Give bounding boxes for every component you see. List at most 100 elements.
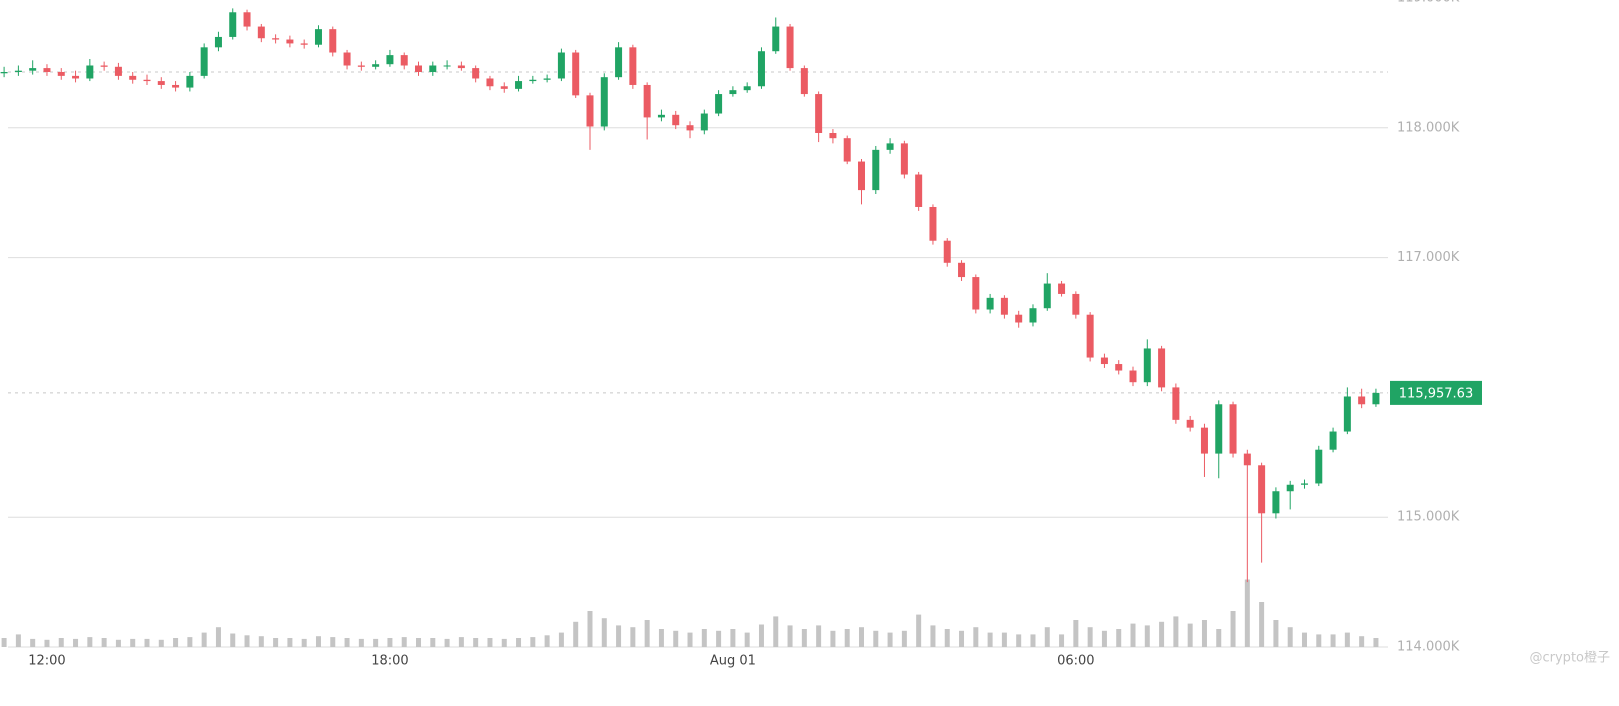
candle-body: [829, 132, 837, 139]
candle-body: [1100, 357, 1108, 365]
volume-bar: [1187, 623, 1193, 647]
watermark: @crypto橙子: [1530, 651, 1611, 666]
candle-body: [1172, 387, 1180, 420]
candle-body: [157, 81, 165, 85]
candle-body: [214, 36, 222, 48]
candle-body: [1358, 396, 1366, 405]
current-price-label: 115,957.63: [1399, 386, 1473, 401]
volume-bar: [215, 627, 221, 647]
candle-body: [443, 65, 451, 67]
volume-bar: [44, 639, 50, 647]
candle-body: [1129, 370, 1137, 383]
candle-body: [486, 78, 494, 87]
candle-body: [1272, 491, 1280, 514]
candle-body: [129, 75, 137, 80]
volume-bar: [101, 638, 107, 647]
volume-bar: [30, 638, 36, 647]
volume-bar: [58, 638, 64, 647]
candle-body: [29, 68, 37, 71]
volume-bar: [1016, 634, 1022, 647]
volume-bar: [1359, 636, 1365, 647]
volume-bar: [716, 630, 722, 647]
candle-body: [472, 68, 480, 79]
candle-body: [114, 66, 122, 76]
candle-body: [1043, 283, 1051, 309]
candle-body: [1115, 364, 1123, 371]
volume-bar: [844, 629, 850, 647]
volume-bar: [458, 637, 464, 647]
candle-body: [1215, 404, 1223, 454]
candle-body: [457, 65, 465, 69]
candle-body: [1286, 484, 1294, 492]
candle-body: [186, 75, 194, 88]
candle-body: [343, 52, 351, 66]
volume-bar: [15, 634, 21, 647]
candle-body: [586, 95, 594, 127]
volume-bar: [1044, 627, 1050, 647]
candle-body: [972, 277, 980, 310]
candle-body: [1343, 396, 1351, 432]
candle-body: [872, 149, 880, 191]
volume-bar: [930, 625, 936, 647]
candle-body: [1258, 465, 1266, 514]
volume-bar: [501, 638, 507, 647]
volume-bar: [887, 632, 893, 647]
volume-bar: [473, 638, 479, 647]
candle-body: [1329, 431, 1337, 450]
volume-bar: [158, 639, 164, 647]
candle-body: [772, 26, 780, 52]
volume-bar: [630, 627, 636, 647]
volume-bar: [544, 635, 550, 647]
volume-bar: [1316, 634, 1322, 647]
candle-body: [100, 65, 108, 67]
candle-body: [629, 47, 637, 85]
volume-bar: [73, 638, 79, 647]
volume-bar: [1301, 632, 1307, 647]
candle-body: [1315, 449, 1323, 484]
volume-bar: [273, 638, 279, 647]
volume-bar: [1201, 620, 1207, 647]
volume-bar: [744, 632, 750, 647]
volume-bar: [1144, 625, 1150, 647]
volume-bar: [287, 638, 293, 647]
candle-body: [786, 26, 794, 69]
candle-body: [743, 86, 751, 91]
candle-body: [415, 65, 423, 72]
volume-bar: [130, 638, 136, 647]
volume-bar: [358, 638, 364, 647]
volume-bar: [616, 625, 622, 647]
candle-body: [643, 84, 651, 118]
volume-bar: [973, 627, 979, 647]
volume-bar: [787, 625, 793, 647]
candle-body: [615, 47, 623, 78]
candle-body: [272, 38, 280, 40]
volume-bar: [301, 638, 307, 647]
volume-bar: [730, 629, 736, 647]
candle-body: [1143, 348, 1151, 383]
volume-bar: [258, 636, 264, 647]
volume-bar: [701, 629, 707, 647]
volume-bar: [1273, 620, 1279, 647]
candle-body: [543, 78, 551, 80]
volume-bar: [173, 638, 179, 647]
volume-bar: [1244, 579, 1250, 647]
volume-bar: [558, 632, 564, 647]
volume-bar: [230, 633, 236, 647]
candle-body: [915, 174, 923, 207]
candle-body: [257, 26, 265, 39]
volume-bar: [1130, 623, 1136, 647]
y-tick-label: 119.000K: [1397, 0, 1460, 6]
volume-bar: [901, 630, 907, 647]
volume-bar: [1073, 620, 1079, 647]
candle-body: [200, 47, 208, 76]
candle-body: [1300, 483, 1308, 485]
candle-body: [243, 12, 251, 27]
candle-body: [715, 94, 723, 114]
candle-body: [372, 64, 380, 67]
candle-body: [400, 55, 408, 66]
volume-bar: [773, 616, 779, 647]
volume-bar: [1216, 629, 1222, 647]
candle-body: [700, 113, 708, 131]
